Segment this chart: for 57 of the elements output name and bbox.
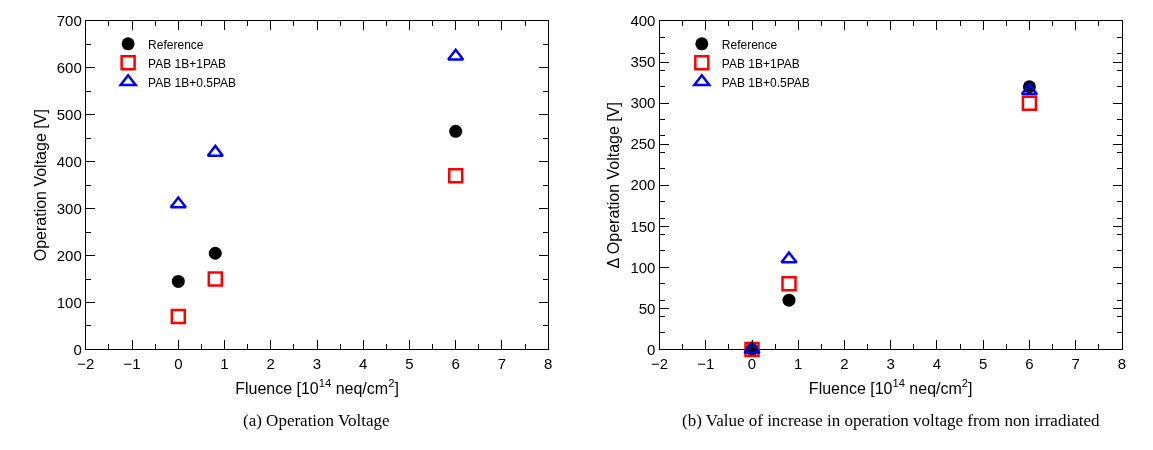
- legend-label: Reference: [721, 37, 778, 52]
- y-tick-label: 300: [630, 94, 656, 112]
- x-tick-label: 8: [543, 354, 553, 372]
- y-tick-label: 150: [630, 217, 656, 235]
- x-tick-label: 1: [220, 354, 229, 372]
- y-tick-label: 400: [630, 12, 656, 30]
- x-tick-label: 3: [312, 354, 322, 372]
- x-tick-label: 8: [1117, 354, 1127, 372]
- y-tick-label: 400: [56, 153, 82, 171]
- legend-label: PAB 1B+1PAB: [721, 56, 800, 71]
- y-tick-label: 200: [630, 176, 656, 194]
- y-tick-label: 300: [56, 199, 82, 217]
- x-tick-label: 2: [266, 354, 275, 372]
- y-tick-label: 350: [630, 53, 656, 71]
- y-axis-title: Δ Operation Voltage [V]: [605, 102, 623, 269]
- point: [781, 275, 797, 292]
- y-tick-label: 100: [56, 293, 82, 311]
- y-tick-label: 50: [638, 299, 656, 317]
- text: (a) Operation Voltage: [243, 411, 390, 430]
- x-tick-label: 3: [886, 354, 895, 372]
- point: [171, 274, 185, 288]
- x-axis-title: Fluence [10$^{14}$ neq/cm$^{2}$]: [808, 377, 973, 398]
- point: [782, 293, 796, 307]
- x-tick-label: 5: [405, 354, 414, 372]
- x-tick-label: −1: [697, 354, 715, 372]
- point: [780, 251, 798, 264]
- y-tick-label: 500: [56, 106, 82, 124]
- text: (b) Value of increase in operation voltage from non irradiated: [682, 411, 1100, 430]
- x-tick-label: 7: [1071, 354, 1080, 372]
- y-tick-label: 700: [56, 12, 82, 30]
- x-tick-label: −1: [123, 354, 141, 372]
- point: [1021, 95, 1038, 111]
- y-tick-label: 100: [630, 258, 656, 276]
- x-tick-label: 1: [794, 354, 803, 372]
- y-axis-title: Operation Voltage [V]: [31, 109, 49, 262]
- point: [170, 308, 187, 325]
- x-axis-title: Fluence [10$^{14}$ neq/cm$^{2}$]: [235, 377, 399, 398]
- x-tick-label: 6: [451, 354, 460, 372]
- legend-label: PAB 1B+0.5PAB: [148, 75, 237, 90]
- x-tick-label: 5: [979, 354, 988, 372]
- x-tick-label: 6: [1025, 354, 1034, 372]
- x-tick-label: 2: [840, 354, 849, 372]
- legend-label: PAB 1B+1PAB: [148, 56, 227, 71]
- legend-label: PAB 1B+0.5PAB: [721, 75, 810, 90]
- point: [449, 124, 463, 138]
- x-tick-label: 0: [174, 354, 183, 372]
- x-tick-label: 4: [932, 354, 942, 372]
- x-tick-label: 4: [359, 354, 368, 372]
- legend-label: Reference: [148, 37, 204, 52]
- point: [208, 246, 222, 260]
- point: [447, 168, 464, 184]
- point: [207, 271, 224, 287]
- y-tick-label: 250: [630, 135, 656, 153]
- y-tick-label: 200: [56, 246, 82, 264]
- x-tick-label: 7: [497, 354, 507, 372]
- y-tick-label: 600: [56, 59, 82, 77]
- x-tick-label: 0: [747, 354, 757, 372]
